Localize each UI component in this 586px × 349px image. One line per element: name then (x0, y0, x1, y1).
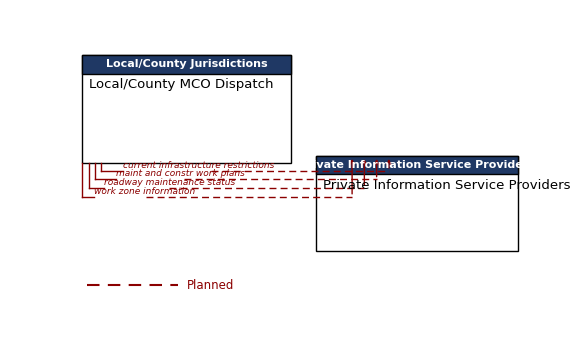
Text: roadway maintenance status: roadway maintenance status (104, 178, 236, 187)
Text: Local/County Jurisdictions: Local/County Jurisdictions (106, 59, 268, 69)
Bar (316, 156, 518, 174)
Text: Private Information Service Providers: Private Information Service Providers (299, 160, 535, 170)
Bar (82, 55, 291, 163)
Text: current infrastructure restrictions: current infrastructure restrictions (123, 161, 275, 170)
Text: Local/County MCO Dispatch: Local/County MCO Dispatch (89, 79, 274, 91)
Text: Planned: Planned (187, 279, 234, 291)
Text: maint and constr work plans: maint and constr work plans (117, 169, 246, 178)
Bar (316, 156, 518, 252)
Text: Private Information Service Providers: Private Information Service Providers (323, 179, 571, 192)
Bar (82, 55, 291, 74)
Text: work zone information: work zone information (94, 187, 195, 195)
